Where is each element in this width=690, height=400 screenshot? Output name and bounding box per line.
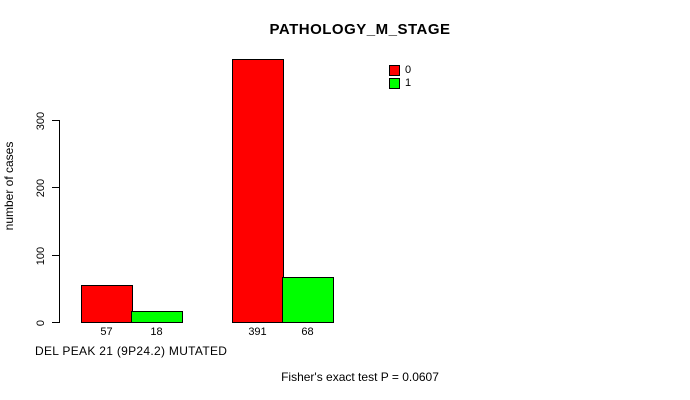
bar-value-label: 68 (301, 326, 314, 338)
y-axis-tick-label: 300 (35, 111, 47, 131)
legend-swatch-0 (389, 64, 400, 76)
y-axis-tick (52, 322, 59, 323)
legend-label: 1 (405, 77, 412, 89)
bar-value-label: 57 (100, 326, 113, 338)
bar-0 (81, 285, 133, 323)
bar-1 (282, 277, 334, 323)
y-axis-tick (52, 120, 59, 121)
bar-value-label: 391 (248, 326, 267, 338)
legend-swatch-1 (389, 77, 400, 89)
y-axis-tick (52, 187, 59, 188)
x-axis-caption: DEL PEAK 21 (9P24.2) MUTATED (35, 344, 228, 358)
y-axis-label: number of cases (2, 141, 16, 231)
bar-0 (232, 59, 284, 323)
y-axis-tick-label: 100 (35, 246, 47, 266)
legend-row: 1 (389, 77, 411, 89)
y-axis-tick-label: 200 (35, 178, 47, 198)
y-axis-line (59, 120, 60, 323)
legend-label: 0 (405, 64, 412, 76)
y-axis-tick (52, 255, 59, 256)
chart-title: PATHOLOGY_M_STAGE (269, 21, 451, 38)
legend-row: 0 (389, 64, 411, 76)
stat-annotation: Fisher's exact test P = 0.0607 (281, 370, 439, 384)
bar-value-label: 18 (150, 326, 163, 338)
y-axis-tick-label: 0 (35, 319, 47, 327)
bar-1 (131, 311, 183, 323)
